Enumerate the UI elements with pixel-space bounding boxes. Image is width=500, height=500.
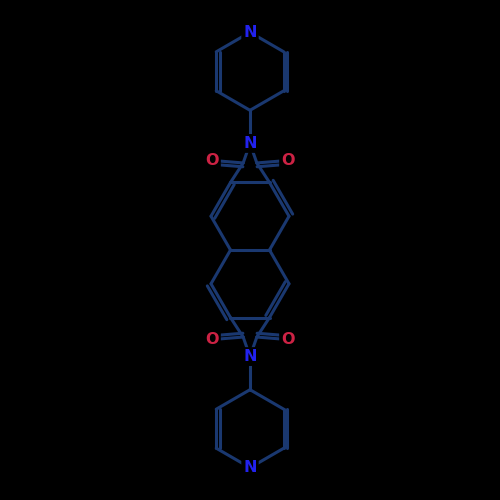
Text: N: N (243, 25, 257, 40)
Text: O: O (281, 332, 294, 347)
Text: O: O (206, 153, 219, 168)
Text: O: O (281, 153, 294, 168)
Text: N: N (243, 460, 257, 475)
Text: N: N (243, 349, 257, 364)
Text: O: O (206, 332, 219, 347)
Text: N: N (243, 136, 257, 151)
